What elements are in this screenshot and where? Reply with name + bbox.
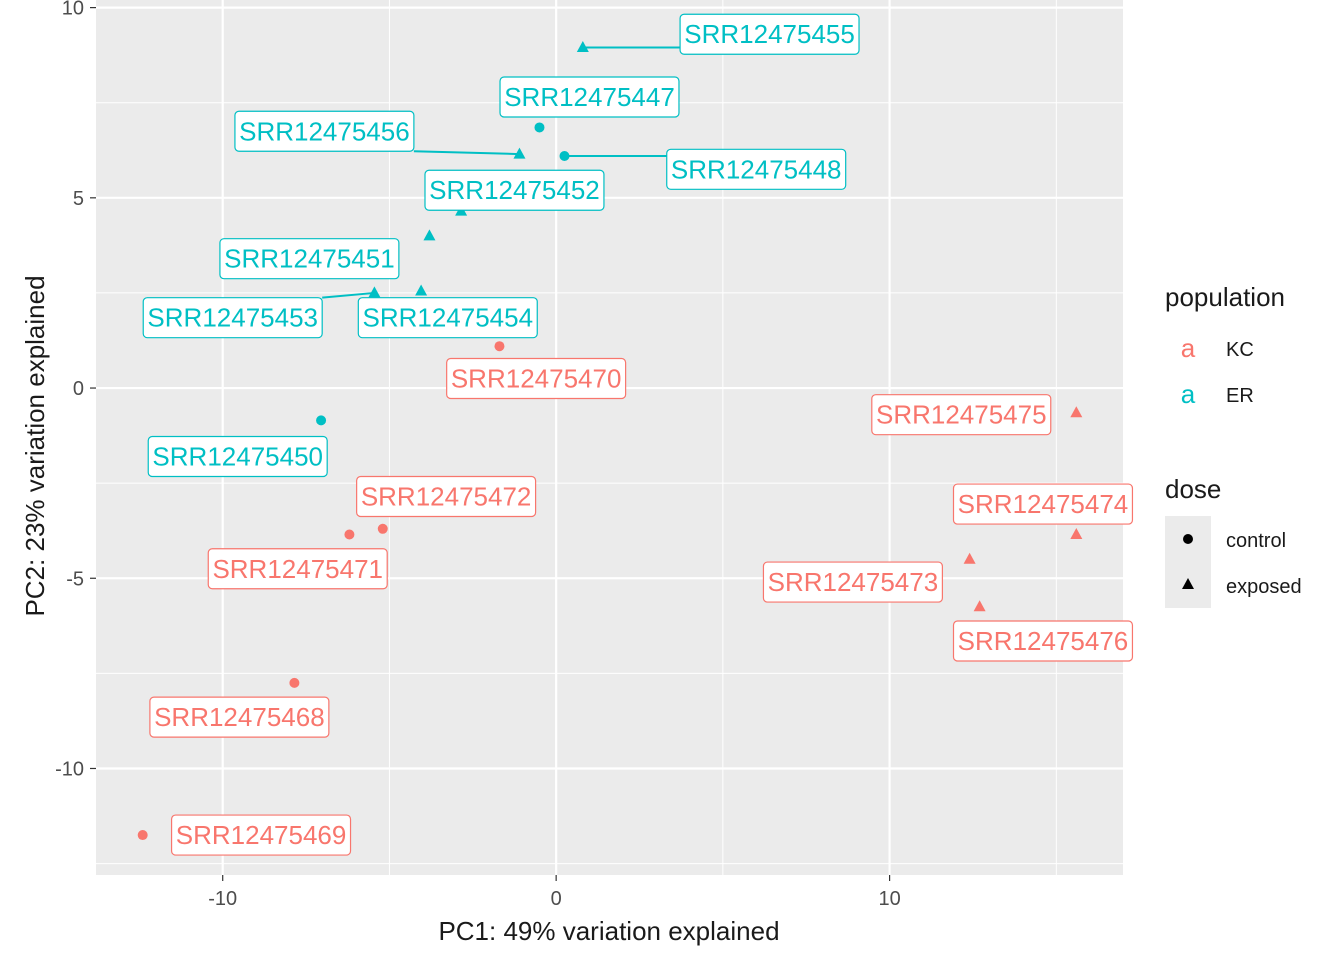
label-SRR12475472: SRR12475472 <box>361 481 532 511</box>
y-axis-title: PC2: 23% variation explained <box>20 275 50 616</box>
legend: population a KC a ER dose control expose… <box>1165 282 1302 608</box>
point-SRR12475451 <box>423 229 436 241</box>
label-SRR12475474: SRR12475474 <box>958 489 1129 519</box>
label-box-SRR12475468 <box>149 696 330 738</box>
label-leaders <box>322 46 681 299</box>
label-box-SRR12475452 <box>424 169 605 211</box>
label-SRR12475451: SRR12475451 <box>224 244 395 274</box>
x-tick-label: -10 <box>208 888 237 910</box>
point-SRR12475450 <box>316 415 327 426</box>
label-SRR12475473: SRR12475473 <box>768 567 939 597</box>
y-tick-label: -10 <box>55 758 84 780</box>
y-tick-label: 5 <box>73 188 84 210</box>
x-axis-ticks: -10 0 10 <box>208 875 901 910</box>
label-box-SRR12475456 <box>234 110 415 152</box>
point-SRR12475472 <box>377 523 388 534</box>
point-SRR12475470 <box>494 341 505 352</box>
point-SRR12475476 <box>973 600 986 612</box>
point-SRR12475474 <box>1070 528 1083 540</box>
legend-title-population: population <box>1165 282 1285 312</box>
legend-key-background <box>1165 516 1211 608</box>
point-SRR12475455 <box>576 41 589 53</box>
label-box-SRR12475453 <box>142 297 323 339</box>
label-box-SRR12475469 <box>170 814 352 856</box>
point-SRR12475453 <box>368 286 381 298</box>
label-box-SRR12475475 <box>871 394 1052 436</box>
label-box-SRR12475470 <box>446 357 627 400</box>
legend-key-exposed <box>1182 578 1194 589</box>
label-leader-line <box>322 291 375 299</box>
point-SRR12475456 <box>513 147 526 159</box>
point-SRR12475475 <box>1070 406 1083 418</box>
label-SRR12475468: SRR12475468 <box>154 702 325 732</box>
point-SRR12475468 <box>289 677 300 688</box>
label-box-SRR12475448 <box>666 148 847 190</box>
label-box-SRR12475474 <box>952 483 1134 525</box>
point-SRR12475469 <box>137 830 148 841</box>
label-SRR12475471: SRR12475471 <box>212 554 383 584</box>
x-axis-title: PC1: 49% variation explained <box>438 916 779 946</box>
label-SRR12475453: SRR12475453 <box>147 303 318 333</box>
label-SRR12475448: SRR12475448 <box>671 154 842 184</box>
label-SRR12475476: SRR12475476 <box>958 626 1129 656</box>
legend-label-er: ER <box>1226 385 1254 407</box>
label-box-SRR12475476 <box>952 620 1134 662</box>
legend-label-control: control <box>1226 530 1286 552</box>
legend-label-exposed: exposed <box>1226 576 1302 598</box>
label-box-SRR12475451 <box>219 238 400 280</box>
label-box-SRR12475471 <box>207 548 388 590</box>
label-SRR12475469: SRR12475469 <box>176 820 347 850</box>
x-tick-label: 0 <box>551 888 562 910</box>
point-SRR12475471 <box>344 529 355 540</box>
label-SRR12475456: SRR12475456 <box>239 116 410 146</box>
legend-label-kc: KC <box>1226 339 1254 361</box>
point-SRR12475447 <box>534 122 545 133</box>
y-tick-label: 0 <box>73 378 84 400</box>
legend-key-control <box>1183 534 1193 544</box>
label-SRR12475475: SRR12475475 <box>876 400 1047 430</box>
point-SRR12475473 <box>963 552 976 564</box>
y-tick-label: 10 <box>62 0 84 20</box>
point-SRR12475448 <box>559 150 570 161</box>
x-tick-label: 10 <box>878 888 900 910</box>
label-box-SRR12475472 <box>356 475 537 518</box>
legend-key-er: a <box>1181 379 1196 409</box>
label-SRR12475455: SRR12475455 <box>684 19 855 49</box>
label-SRR12475470: SRR12475470 <box>451 364 622 394</box>
y-axis-ticks: -10 -5 0 5 10 <box>55 0 96 780</box>
label-box-SRR12475454 <box>357 297 538 339</box>
label-box-SRR12475455 <box>679 13 860 55</box>
label-SRR12475452: SRR12475452 <box>429 175 600 205</box>
point-labels: SRR12475455 SRR12475447 SRR12475456 SRR1247… <box>142 13 1134 856</box>
point-SRR12475454 <box>415 284 428 296</box>
y-tick-label: -5 <box>66 568 84 590</box>
label-SRR12475447: SRR12475447 <box>504 82 675 112</box>
label-leader-line <box>413 150 520 156</box>
legend-key-kc: a <box>1181 333 1196 363</box>
label-box-SRR12475473 <box>762 561 943 603</box>
label-box-SRR12475450 <box>147 435 328 478</box>
label-SRR12475454: SRR12475454 <box>362 303 533 333</box>
label-box-SRR12475447 <box>499 76 680 118</box>
legend-title-dose: dose <box>1165 474 1221 504</box>
data-points <box>137 41 1083 841</box>
label-SRR12475450: SRR12475450 <box>152 442 323 472</box>
